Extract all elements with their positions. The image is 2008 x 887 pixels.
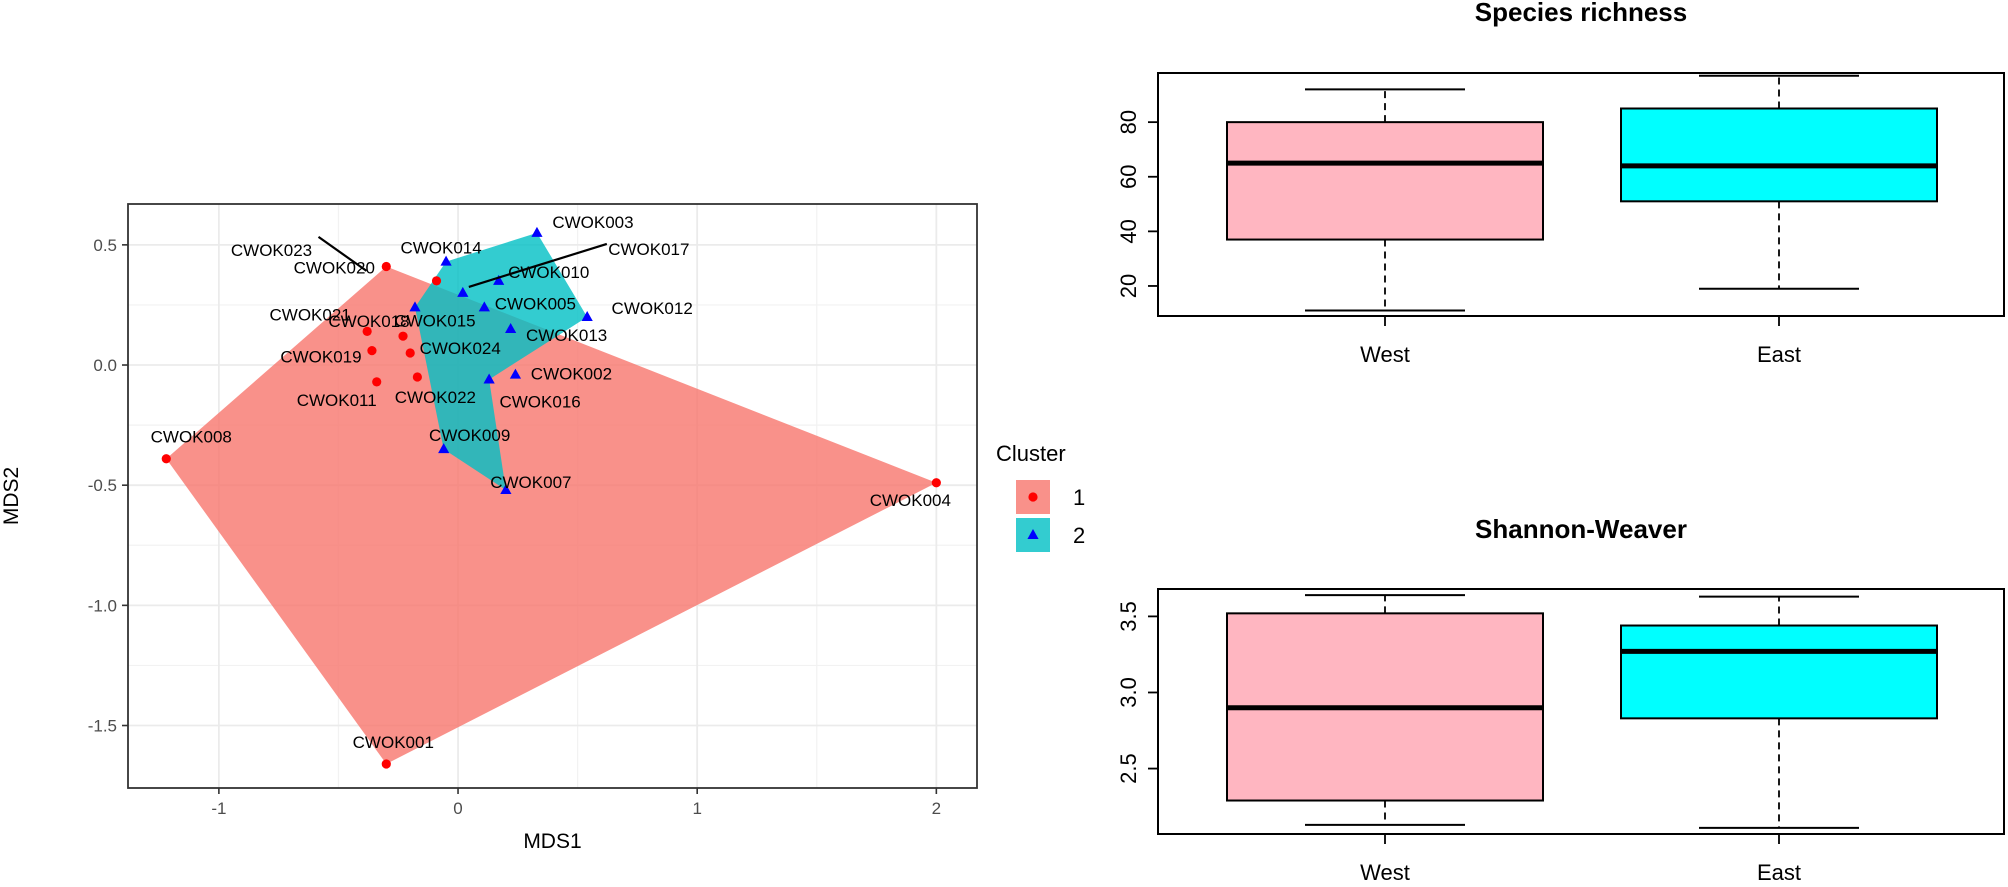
cluster-2-hull [414,232,588,490]
x-axis-title: MDS1 [523,830,581,853]
point-label: CWOK008 [151,428,232,447]
y-tick-label: -1.5 [88,717,117,736]
point-label: CWOK016 [499,392,580,411]
cluster-2-point [409,301,421,312]
y-axis-title: MDS2 [0,467,23,525]
x-tick-label: 0 [453,799,462,818]
point-label: CWOK015 [394,311,475,330]
cluster-2-point [478,301,490,312]
point-label: CWOK013 [526,326,607,345]
cluster-2-point [500,483,512,494]
y-tick-label: 2.5 [1116,753,1141,784]
label-leader-line [468,242,608,288]
cluster-1-point [412,372,422,382]
x-tick-label: East [1757,860,1801,885]
cluster-2-point [505,322,517,333]
y-tick-label: -0.5 [88,476,117,495]
cluster-2-point [438,443,450,454]
y-tick-label: -1.0 [88,596,117,615]
plot-border [127,203,978,789]
x-tick-label: 1 [692,799,701,818]
x-tick-label: East [1757,342,1801,367]
y-tick-label: 3.5 [1116,601,1141,632]
boxplot-title: Shannon-Weaver [1475,514,1687,544]
point-label: CWOK024 [420,339,501,358]
point-label: CWOK007 [490,473,571,492]
cluster-1-point [398,331,408,341]
boxplot-title: Species richness [1475,0,1687,27]
cluster-1-point [381,261,391,272]
y-tick-label: 20 [1116,274,1141,298]
point-label: CWOK011 [297,391,377,410]
y-tick-label: 60 [1116,165,1141,189]
y-tick-label: 0.5 [93,236,117,255]
cluster-1-point [161,454,171,464]
nmds-plot: CWOK001 CWOK004 CWOK008 CWOK011 CWOK019 CWOK0… [0,203,1085,853]
point-label: CWOK002 [531,365,612,384]
y-tick-label: 80 [1116,110,1141,134]
y-tick-label: 40 [1116,219,1141,243]
point-label: CWOK004 [870,491,951,510]
cluster-2-point [483,373,495,384]
legend-marker-2 [1027,529,1039,539]
cluster-1-point [367,346,377,356]
cluster-2-point [457,286,469,297]
cluster-1-point [431,276,442,286]
point-label: CWOK009 [429,426,510,445]
legend-title: Cluster [996,441,1066,466]
cluster-1-point [381,759,391,769]
cluster-1-point [931,478,941,488]
legend: Cluster 1 2 [996,441,1085,552]
point-label: CWOK003 [552,213,633,232]
cluster-2-point [581,310,593,321]
point-label: CWOK023 [231,241,312,260]
cluster-2-point [440,255,452,266]
point-label: CWOK010 [508,263,589,282]
cluster-1-point [372,377,382,387]
species-richness-boxplot: Species richness West East 20 40 60 80 [1116,0,2005,367]
box-west [1226,121,1544,241]
point-label: CWOK014 [400,239,481,258]
legend-marker-1 [1028,492,1038,502]
point-label: CWOK001 [353,733,434,752]
point-label: CWOK005 [495,294,576,313]
cluster-1-point [362,326,372,336]
point-label: CWOK019 [280,348,361,367]
point-label: CWOK021 [270,305,351,324]
x-tick-label: West [1360,342,1410,367]
cluster-2-point [531,226,543,237]
x-tick-label: 2 [932,799,941,818]
y-tick-label: 0.0 [93,356,117,375]
box-east [1620,107,1938,203]
y-tick-label: 3.0 [1116,677,1141,708]
legend-label-2: 2 [1073,523,1085,548]
x-tick-label: West [1360,860,1410,885]
box-east [1620,624,1938,720]
cluster-2-point [493,274,505,285]
cluster-2-point [509,368,522,379]
cluster-1-hull [166,266,937,764]
label-leader-line [317,236,368,272]
legend-label-1: 1 [1073,485,1085,510]
x-tick-label: -1 [211,799,226,818]
point-label: CWOK022 [395,388,476,407]
cluster-1-point [405,348,415,358]
point-label: CWOK017 [608,240,689,259]
point-label: CWOK012 [612,299,693,318]
point-label: CWOK018 [328,312,409,331]
shannon-weaver-boxplot: Shannon-Weaver West East 2.5 3.0 3.5 [1116,514,2005,885]
